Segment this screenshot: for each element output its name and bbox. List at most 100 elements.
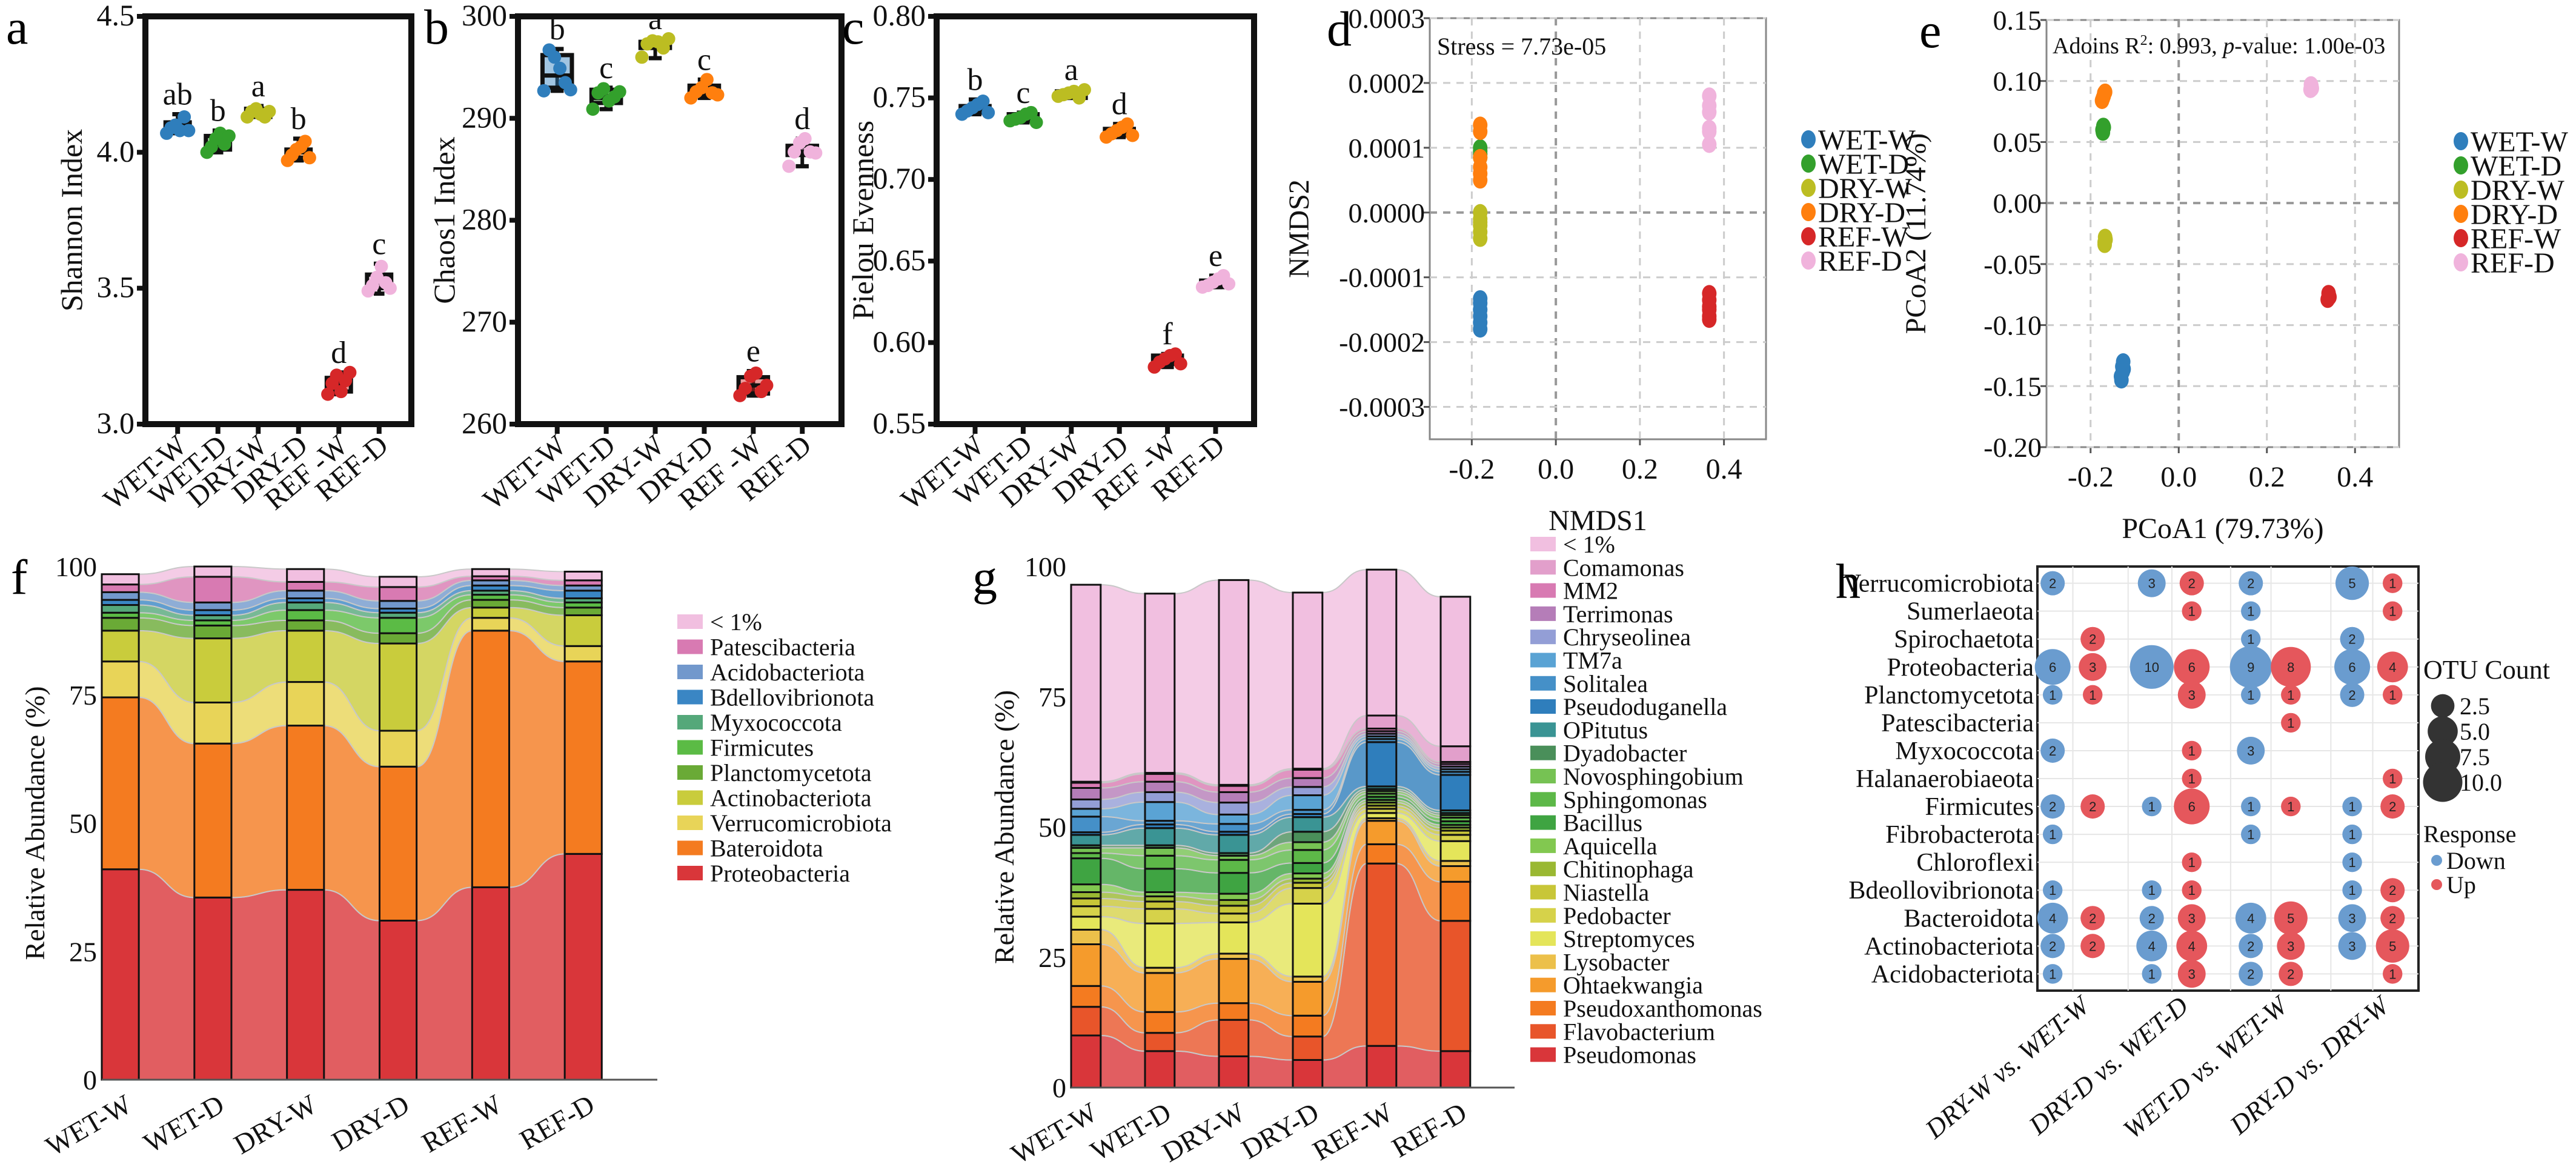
- series-REF-D: [2303, 76, 2319, 98]
- bar-REF-W: [471, 568, 510, 1081]
- bubble-down: [2142, 964, 2162, 984]
- bubble-down: [2342, 852, 2362, 872]
- y-tick-label: 300: [462, 0, 507, 32]
- y-tick-label: 0.70: [873, 161, 926, 195]
- data-point: [1126, 128, 1140, 142]
- significance-letter: c: [1016, 76, 1030, 110]
- bubble-down: [2235, 902, 2266, 934]
- bubble-count: 2: [2089, 632, 2096, 647]
- row-label: Firmicutes: [1925, 793, 2034, 821]
- bubble-count: 2: [2188, 576, 2196, 591]
- data-point: [1702, 136, 1717, 153]
- bar-segment: [1144, 854, 1176, 870]
- y-tick-label: -0.15: [1983, 371, 2042, 402]
- bubble-count: 1: [2089, 688, 2096, 703]
- bubble-up: [2277, 932, 2305, 960]
- box-WET-D: c: [586, 51, 626, 116]
- bar-segment: [1144, 791, 1176, 803]
- legend-swatch: [1530, 630, 1556, 645]
- size-legend-label: 2.5: [2460, 693, 2490, 720]
- y-tick-label: -0.20: [1983, 432, 2042, 463]
- significance-letter: a: [648, 2, 662, 36]
- y-axis-title: Chaos1 Index: [427, 136, 461, 304]
- bar-segment: [193, 896, 233, 1081]
- panel-label: a: [6, 0, 28, 55]
- bar-segment: [286, 725, 325, 891]
- y-tick-label: 0.15: [1993, 5, 2042, 36]
- bar-segment: [379, 600, 418, 610]
- bubble-count: 2: [2348, 632, 2355, 647]
- x-tick-label: REF-W: [416, 1088, 507, 1158]
- legend-swatch: [677, 639, 703, 654]
- data-point: [1169, 347, 1183, 361]
- bubble-count: 3: [2348, 939, 2355, 954]
- row-label: Myxococcota: [1895, 737, 2034, 765]
- significance-letter: c: [697, 42, 711, 77]
- bar-segment: [101, 868, 140, 1081]
- legend-swatch: [677, 740, 703, 755]
- bar-segment: [471, 886, 510, 1081]
- legend-marker: [1801, 203, 1816, 221]
- bubble-count: 2: [2148, 911, 2156, 926]
- y-tick-label: 25: [1038, 942, 1066, 973]
- plot-frame: [142, 13, 414, 427]
- series-REF-W: [2320, 285, 2337, 308]
- bar-segment: [1292, 1014, 1324, 1038]
- legend-label: Solitalea: [1563, 670, 1648, 697]
- y-tick-label: 0.05: [1993, 127, 2042, 158]
- bubble-count: 2: [2247, 966, 2254, 982]
- data-point: [981, 105, 995, 119]
- x-tick-label: REF-D: [1387, 1096, 1472, 1163]
- bar-segment: [1292, 591, 1324, 770]
- bubble-count: 4: [2389, 660, 2396, 675]
- bar-segment: [379, 919, 418, 1081]
- legend-label: REF-W: [2471, 223, 2561, 255]
- bar-segment: [563, 590, 603, 600]
- bubble-count: 2: [2049, 799, 2056, 814]
- legend-label: WET-W: [2471, 126, 2569, 158]
- legend-marker: [1801, 227, 1816, 245]
- bubble-down: [2139, 906, 2164, 931]
- bar-segment: [101, 591, 140, 601]
- bubble-up: [2380, 906, 2405, 931]
- x-tick-label: DRY-D: [327, 1088, 414, 1157]
- bar-segment: [1144, 972, 1176, 1013]
- y-tick-label: 0.80: [873, 0, 926, 32]
- significance-letter: f: [1162, 317, 1173, 351]
- bubble-up: [2179, 571, 2204, 596]
- bar-segment: [1366, 1045, 1398, 1089]
- bubble-down: [2334, 649, 2371, 685]
- row-label: Verrucomicrobiota: [1843, 570, 2034, 598]
- bar-segment: [1218, 958, 1250, 1005]
- y-tick-label: -0.0001: [1339, 262, 1425, 293]
- bubble-down: [2241, 824, 2261, 845]
- bubble-count: 9: [2247, 660, 2254, 675]
- bar-segment: [1218, 912, 1250, 923]
- bubble-up: [2279, 962, 2303, 986]
- x-tick-label: REF-W: [1307, 1096, 1398, 1166]
- size-legend-title: OTU Count: [2423, 655, 2550, 685]
- bubble-count: 1: [2389, 604, 2396, 619]
- bar-segment: [1144, 908, 1176, 925]
- bar-segment: [1070, 1006, 1102, 1037]
- bubble-count: 1: [2148, 799, 2156, 814]
- bar-segment: [1070, 1034, 1102, 1089]
- bubble-count: 1: [2148, 966, 2156, 982]
- legend-swatch: [1530, 606, 1556, 621]
- bar-segment: [193, 576, 233, 603]
- data-point: [1473, 213, 1488, 231]
- legend-label: Pseudoduganella: [1563, 693, 1727, 720]
- bubble-down: [2338, 904, 2366, 932]
- y-axis-title: Relative Abundance (%): [989, 690, 1020, 964]
- legend-swatch: [1530, 885, 1556, 900]
- y-tick-label: 0.0001: [1349, 133, 1426, 164]
- bar-segment: [286, 580, 325, 592]
- y-tick-label: -0.05: [1983, 249, 2042, 280]
- flow-Bateroidota: [230, 725, 288, 899]
- significance-letter: b: [968, 62, 983, 97]
- bubble-count: 1: [2188, 855, 2196, 870]
- bubble-up: [2383, 685, 2403, 705]
- bubble-count: 1: [2188, 883, 2196, 898]
- data-point: [1702, 104, 1717, 121]
